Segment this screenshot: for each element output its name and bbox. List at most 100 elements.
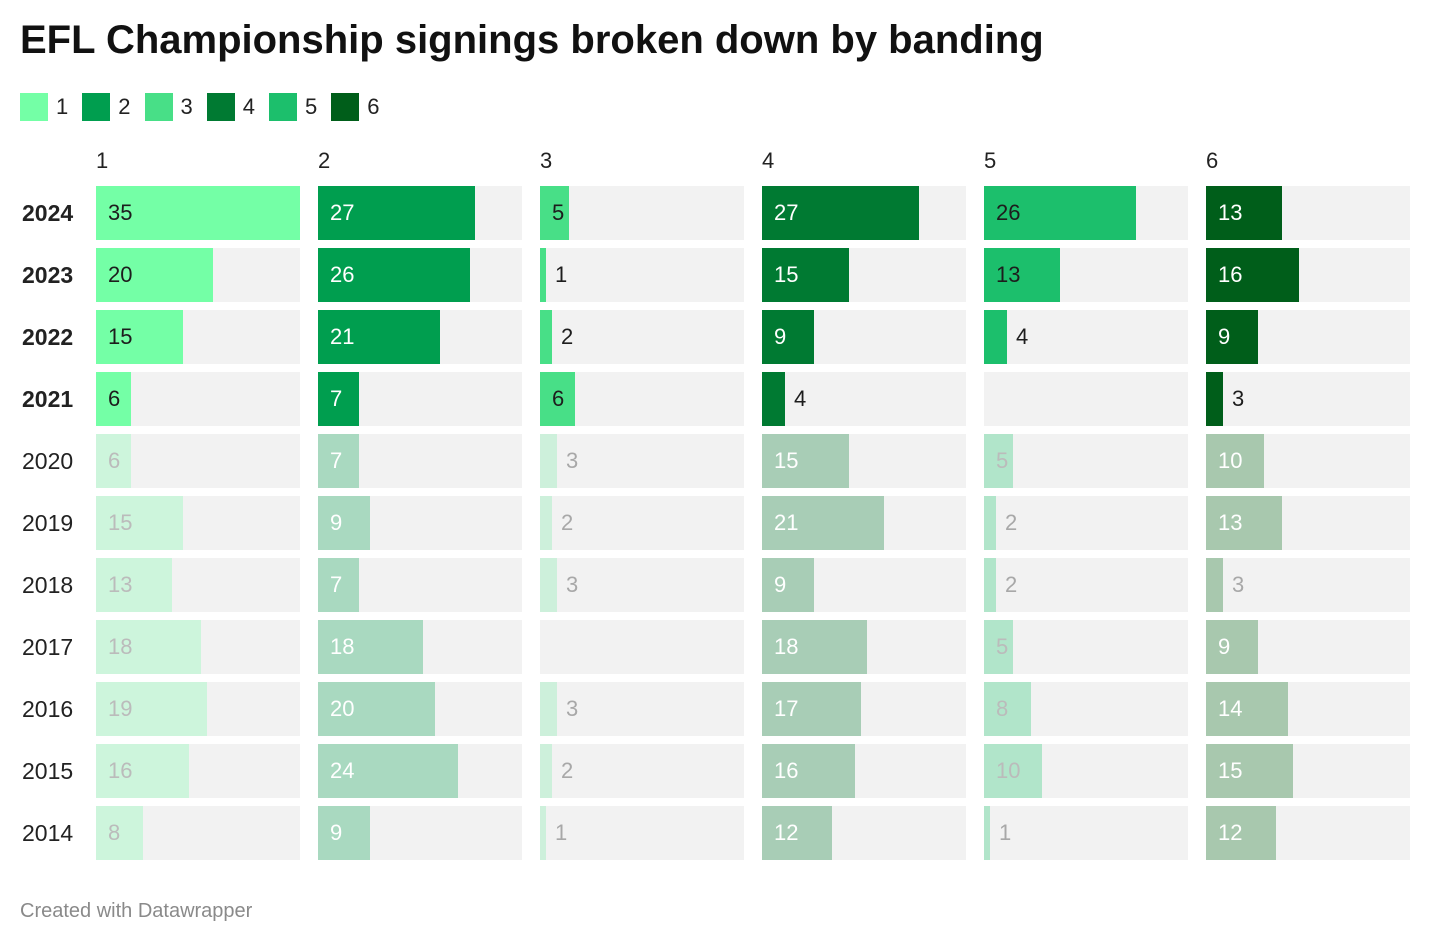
legend-label: 2 [118, 94, 131, 119]
value-label: 6 [552, 386, 565, 411]
bar [318, 186, 475, 240]
year-label-2019: 2019 [22, 510, 74, 536]
value-label: 10 [1218, 448, 1243, 473]
value-label: 26 [996, 200, 1021, 225]
year-label-2020: 2020 [22, 448, 74, 474]
legend-label: 5 [305, 94, 318, 119]
bar-track: 5 [540, 186, 744, 240]
year-label-2015: 2015 [22, 758, 74, 784]
bar [762, 496, 884, 550]
value-label: 3 [1232, 572, 1245, 597]
value-label: 2 [561, 758, 574, 783]
panel-header-1: 1 [96, 148, 109, 173]
bar-track [540, 620, 744, 674]
year-label-2017: 2017 [22, 634, 74, 660]
bar-track: 5 [984, 434, 1188, 488]
legend-item-5: 5 [269, 93, 317, 121]
bar [1206, 434, 1264, 488]
bar-track: 7 [318, 558, 522, 612]
bar [96, 620, 201, 674]
bar [984, 744, 1042, 798]
bar-track: 3 [540, 558, 744, 612]
value-label: 7 [330, 448, 343, 473]
bar-track: 13 [96, 558, 300, 612]
bar [1206, 682, 1288, 736]
year-label-2018: 2018 [22, 572, 74, 598]
bar-track: 17 [762, 682, 966, 736]
legend-swatch [206, 93, 235, 121]
bar-track: 18 [762, 620, 966, 674]
legend-item-6: 6 [331, 93, 380, 121]
value-label: 3 [566, 696, 579, 721]
value-label: 6 [108, 448, 121, 473]
bar [540, 248, 546, 302]
bar [96, 558, 172, 612]
value-label: 6 [108, 386, 121, 411]
value-label: 15 [1218, 758, 1243, 783]
bar [984, 248, 1060, 302]
value-label: 8 [108, 820, 121, 845]
bar [96, 682, 207, 736]
bar [540, 558, 557, 612]
panel-header-2: 2 [318, 148, 331, 173]
legend-swatch [82, 93, 111, 121]
bar [984, 434, 1013, 488]
value-label: 15 [774, 448, 799, 473]
value-label: 13 [108, 572, 133, 597]
bar [1206, 806, 1276, 860]
value-label: 3 [566, 448, 579, 473]
footer-credit: Created with Datawrapper [20, 900, 253, 922]
legend-label: 3 [180, 94, 193, 119]
legend-swatch [20, 93, 48, 121]
bar-track: 14 [1206, 682, 1410, 736]
bar [1206, 372, 1223, 426]
value-label: 1 [999, 820, 1012, 845]
bar-track: 6 [96, 434, 300, 488]
bar [984, 496, 996, 550]
value-label: 8 [996, 696, 1009, 721]
value-label: 15 [108, 510, 133, 535]
bar-track: 10 [984, 744, 1188, 798]
legend-label: 6 [367, 94, 380, 119]
legend-item-2: 2 [82, 93, 131, 121]
value-label: 15 [774, 262, 799, 287]
value-label: 24 [330, 758, 355, 783]
bar [984, 186, 1136, 240]
bar [96, 248, 213, 302]
bar [984, 620, 1013, 674]
bar-track: 10 [1206, 434, 1410, 488]
bar [96, 310, 183, 364]
bar [1206, 310, 1258, 364]
bar-track: 12 [762, 806, 966, 860]
bar [762, 682, 861, 736]
bar-track: 2 [984, 496, 1188, 550]
bar-track: 21 [762, 496, 966, 550]
value-label: 5 [996, 448, 1009, 473]
bar-track: 2 [540, 744, 744, 798]
bar [540, 372, 575, 426]
year-label-2014: 2014 [22, 820, 74, 846]
bar [96, 496, 183, 550]
legend-item-4: 4 [206, 93, 255, 121]
bar-track: 9 [762, 310, 966, 364]
year-label-2016: 2016 [22, 696, 74, 722]
panel-header-5: 5 [984, 148, 997, 173]
bar [984, 682, 1031, 736]
bar [762, 372, 785, 426]
bar-track: 8 [96, 806, 300, 860]
legend-label: 1 [56, 94, 69, 119]
bar [540, 496, 552, 550]
bar [984, 806, 990, 860]
bar [762, 434, 849, 488]
legend-label: 4 [242, 94, 255, 119]
bar [1206, 558, 1223, 612]
value-label: 1 [555, 820, 568, 845]
value-label: 9 [1218, 324, 1231, 349]
bar-track: 5 [984, 620, 1188, 674]
bar-track: 13 [984, 248, 1188, 302]
bar [540, 186, 569, 240]
bar-track: 18 [318, 620, 522, 674]
value-label: 2 [1005, 510, 1018, 535]
bar-track: 9 [762, 558, 966, 612]
bar [1206, 744, 1293, 798]
